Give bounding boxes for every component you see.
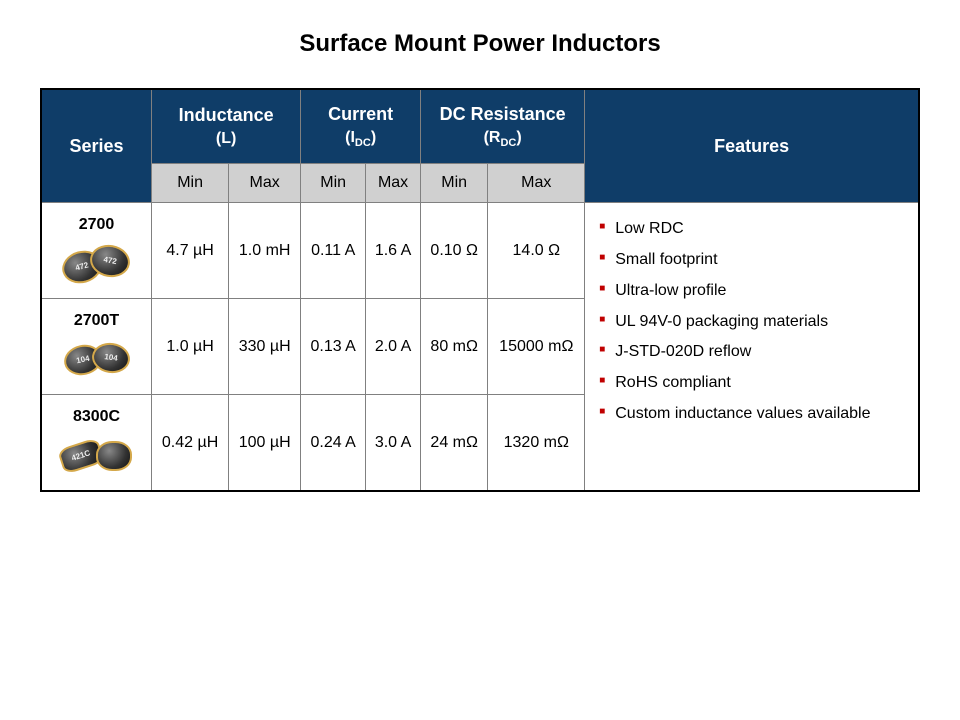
feature-item: Low RDC	[599, 219, 904, 240]
series-label: 2700	[46, 213, 147, 237]
res-min: 80 mΩ	[421, 299, 488, 395]
series-cell: 8300C	[41, 395, 152, 492]
feature-item: J-STD-020D reflow	[599, 342, 904, 363]
col-series: Series	[41, 89, 152, 203]
features-list: Low RDC Small footprint Ultra-low profil…	[599, 219, 904, 425]
cur-max-label: Max	[366, 164, 421, 203]
cur-min-label: Min	[301, 164, 366, 203]
ind-max: 1.0 mH	[229, 203, 301, 299]
features-cell: Low RDC Small footprint Ultra-low profil…	[585, 203, 919, 492]
col-inductance: Inductance (L)	[152, 89, 301, 164]
res-max-label: Max	[488, 164, 585, 203]
col-inductance-label: Inductance	[179, 105, 274, 125]
col-series-label: Series	[70, 136, 124, 156]
feature-item: RoHS compliant	[599, 373, 904, 394]
page-title: Surface Mount Power Inductors	[40, 30, 920, 58]
cur-max: 3.0 A	[366, 395, 421, 492]
cur-min: 0.13 A	[301, 299, 366, 395]
series-cell: 2700T	[41, 299, 152, 395]
res-max: 1320 mΩ	[488, 395, 585, 492]
cur-min: 0.24 A	[301, 395, 366, 492]
res-max: 14.0 Ω	[488, 203, 585, 299]
res-max: 15000 mΩ	[488, 299, 585, 395]
col-features: Features	[585, 89, 919, 203]
ind-min: 0.42 µH	[152, 395, 229, 492]
col-current-label: Current	[328, 104, 393, 124]
feature-item: Ultra-low profile	[599, 281, 904, 302]
series-cell: 2700	[41, 203, 152, 299]
component-icon	[52, 243, 142, 288]
cur-max: 1.6 A	[366, 203, 421, 299]
inductor-table: Series Inductance (L) Current (IDC) DC R…	[40, 88, 920, 492]
col-resistance-label: DC Resistance	[440, 104, 566, 124]
feature-item: Small footprint	[599, 250, 904, 271]
res-min-label: Min	[421, 164, 488, 203]
ind-max: 330 µH	[229, 299, 301, 395]
col-current: Current (IDC)	[301, 89, 421, 164]
col-resistance-sym: (RDC)	[427, 129, 578, 149]
cur-min: 0.11 A	[301, 203, 366, 299]
header-row: Series Inductance (L) Current (IDC) DC R…	[41, 89, 919, 164]
ind-min: 1.0 µH	[152, 299, 229, 395]
ind-max-label: Max	[229, 164, 301, 203]
res-min: 24 mΩ	[421, 395, 488, 492]
col-current-sym: (IDC)	[307, 129, 414, 149]
ind-max: 100 µH	[229, 395, 301, 492]
ind-min: 4.7 µH	[152, 203, 229, 299]
res-min: 0.10 Ω	[421, 203, 488, 299]
feature-item: UL 94V-0 packaging materials	[599, 312, 904, 333]
col-features-label: Features	[714, 136, 789, 156]
series-label: 8300C	[46, 405, 147, 429]
component-icon	[52, 339, 142, 384]
feature-item: Custom inductance values available	[599, 404, 904, 425]
series-label: 2700T	[46, 309, 147, 333]
col-inductance-sym: (L)	[158, 130, 294, 148]
cur-max: 2.0 A	[366, 299, 421, 395]
ind-min-label: Min	[152, 164, 229, 203]
col-resistance: DC Resistance (RDC)	[421, 89, 585, 164]
table-row: 2700 4.7 µH 1.0 mH 0.11 A 1.6 A 0.10 Ω 1…	[41, 203, 919, 299]
component-icon	[52, 435, 142, 480]
